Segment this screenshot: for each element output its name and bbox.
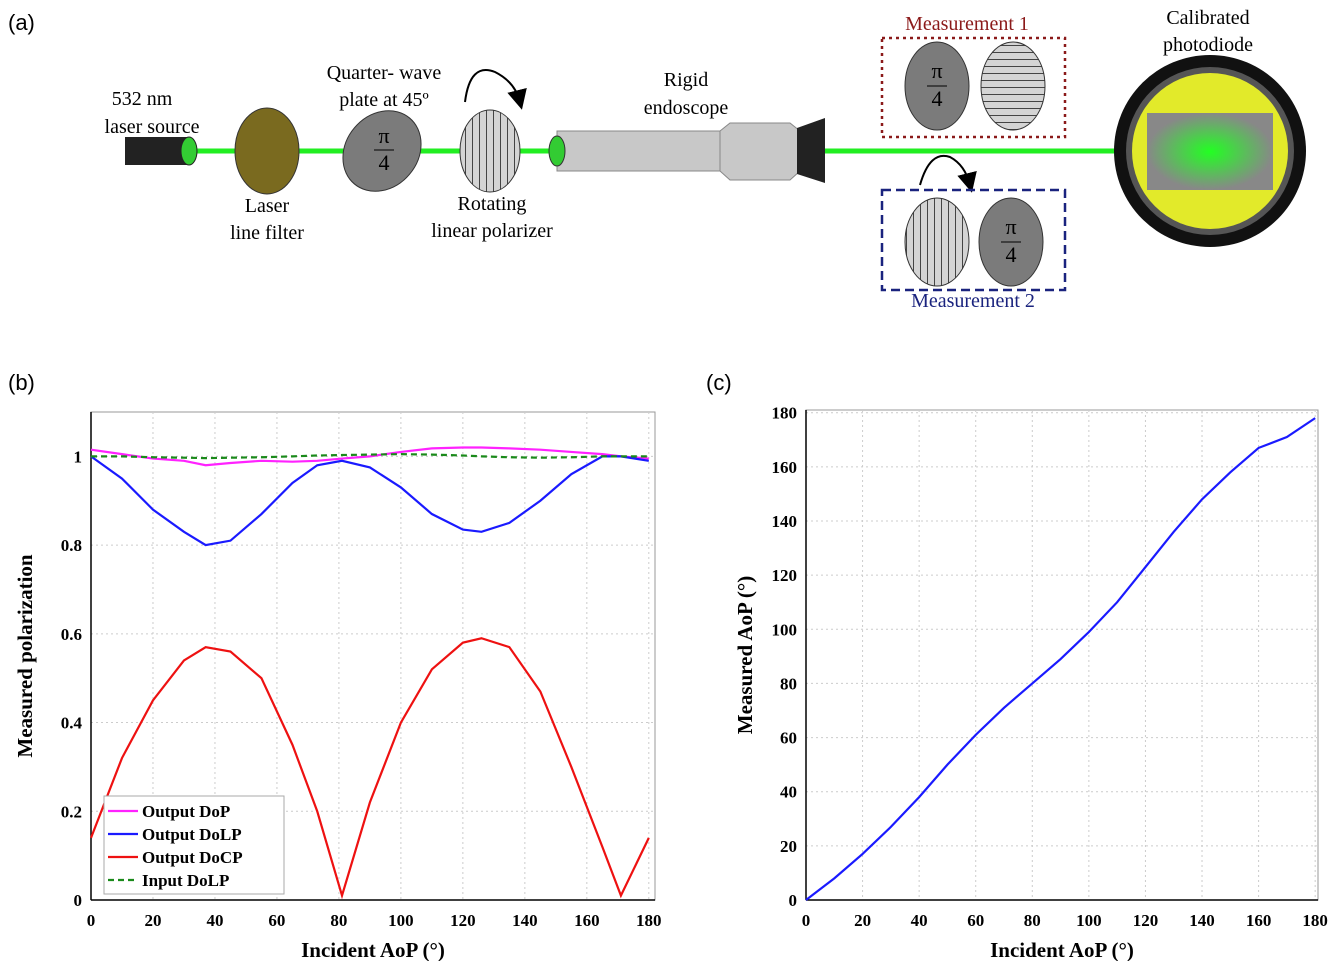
symbol: π [931,58,942,83]
panel-label: (a) [8,10,35,35]
eyecup [797,118,825,183]
y-tick-label: 80 [780,674,797,693]
measurement-box [880,188,1067,292]
series-line [90,446,649,467]
x-tick-label: 180 [1302,911,1328,930]
series-line [805,417,1316,901]
x-tick-label: 100 [388,911,414,930]
x-tick-label: 60 [268,911,285,930]
diagram: π 4 Measurement 1 π 4 Measurement 2 π 4 … [105,7,1306,312]
y-tick-label: 0.4 [61,714,83,733]
panel-label: (c) [706,370,732,395]
panel-label: (b) [8,370,35,395]
laser-aperture [180,136,198,166]
label: 532 nm [112,88,173,110]
endoscope-tip [548,135,566,167]
y-tick-label: 120 [772,566,798,585]
x-tick-label: 100 [1076,911,1102,930]
symbol: π [378,123,389,148]
x-tick-label: 120 [450,911,476,930]
y-tick-label: 1 [74,447,83,466]
x-tick-label: 0 [87,911,96,930]
y-axis-label: Measured polarization [13,554,37,758]
eyepiece [719,122,801,181]
label: photodiode [1163,34,1253,56]
rotation-arrow [464,69,527,110]
x-tick-label: 40 [911,911,928,930]
symbol: 4 [1006,242,1017,267]
y-tick-label: 140 [772,512,798,531]
label: Quarter- wave [327,62,442,84]
legend-label: Input DoLP [142,871,229,890]
y-tick-label: 180 [772,404,798,423]
label: linear polarizer [431,220,553,242]
legend-label: Output DoLP [142,825,242,844]
series-line [91,453,649,460]
waveplate [342,110,422,192]
label: Laser [245,195,290,217]
y-tick-label: 20 [780,837,797,856]
legend-label: Output DoCP [142,848,243,867]
y-tick-label: 160 [772,458,798,477]
x-tick-label: 140 [1189,911,1215,930]
label: Rotating [458,193,527,215]
measurement-label: Measurement 2 [911,290,1035,312]
y-tick-label: 60 [780,729,797,748]
x-tick-label: 140 [512,911,538,930]
polarizer [904,197,970,287]
symbol: 4 [379,150,390,175]
x-tick-label: 120 [1133,911,1159,930]
y-tick-label: 0.2 [61,802,82,821]
x-tick-label: 60 [967,911,984,930]
x-tick-label: 40 [206,911,223,930]
x-tick-label: 20 [854,911,871,930]
legend-label: Output DoP [142,802,230,821]
measurement-label: Measurement 1 [905,13,1029,35]
label: Calibrated [1166,7,1249,29]
laser [125,137,188,165]
label: line filter [230,222,304,244]
label: laser source [105,116,200,138]
x-tick-label: 20 [144,911,161,930]
x-tick-label: 160 [574,911,600,930]
x-axis-label: Incident AoP (°) [990,938,1134,961]
x-tick-label: 80 [330,911,347,930]
y-tick-label: 0 [74,891,83,910]
endoscope-tube [556,130,723,172]
sensor [1147,113,1273,190]
label: endoscope [644,97,729,119]
x-tick-label: 180 [636,911,662,930]
series-line [90,455,649,547]
y-tick-label: 0 [789,891,798,910]
polarizer [980,41,1046,131]
x-axis-label: Incident AoP (°) [301,938,445,961]
y-tick-label: 100 [772,620,798,639]
label: plate at 45º [339,89,429,111]
y-axis-label: Measured AoP (°) [733,576,757,735]
x-tick-label: 0 [802,911,811,930]
rotation-arrow [919,154,977,193]
filter [234,107,300,195]
plot-area [805,409,1319,901]
legend-box [103,795,285,895]
x-tick-label: 80 [1024,911,1041,930]
y-tick-label: 0.8 [61,536,82,555]
measurement-box [880,36,1067,139]
symbol: π [1005,214,1016,239]
polarizer [459,109,521,193]
y-tick-label: 0.6 [61,625,82,644]
label: Rigid [664,69,708,91]
x-tick-label: 160 [1246,911,1272,930]
y-tick-label: 40 [780,783,797,802]
symbol: 4 [932,86,943,111]
series-line [89,637,650,900]
